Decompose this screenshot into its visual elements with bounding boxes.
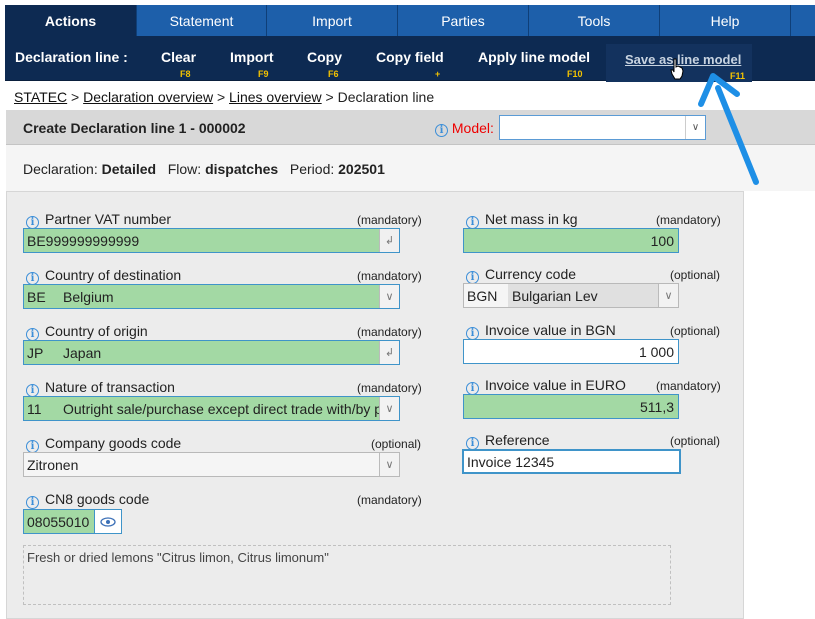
- form-header: Create Declaration line 1 - 000002 i Mod…: [6, 110, 815, 145]
- partner-vat-field[interactable]: BE999999999999 ↲: [23, 228, 400, 253]
- clear-button[interactable]: Clear: [161, 49, 197, 65]
- breadcrumb: STATEC > Declaration overview > Lines ov…: [14, 89, 434, 105]
- model-select[interactable]: ∨: [499, 115, 706, 140]
- declaration-value: Detailed: [101, 161, 157, 177]
- chevron-down-icon[interactable]: ∨: [379, 453, 399, 476]
- clear-shortcut: F8: [180, 69, 191, 79]
- reference-optional: (optional): [670, 434, 721, 448]
- goods-description: Fresh or dried lemons "Citrus limon, Cit…: [23, 545, 671, 605]
- lookup-icon[interactable]: ↲: [379, 341, 399, 364]
- menu-import[interactable]: Import: [267, 5, 398, 36]
- breadcrumb-statec[interactable]: STATEC: [14, 89, 68, 105]
- info-icon[interactable]: i: [26, 496, 39, 509]
- chevron-down-icon[interactable]: ∨: [685, 116, 705, 139]
- save-as-line-model-button[interactable]: Save as line model: [625, 52, 742, 67]
- save-as-line-model-shortcut: F11: [730, 71, 746, 81]
- model-label: i Model:: [435, 120, 494, 137]
- country-destination-select[interactable]: BE Belgium ∨: [23, 284, 400, 309]
- copy-button[interactable]: Copy: [307, 49, 342, 65]
- country-destination-required: (mandatory): [357, 269, 422, 283]
- cn8-label: i CN8 goods code: [26, 491, 149, 509]
- copy-field-shortcut: +: [435, 69, 441, 79]
- country-origin-required: (mandatory): [357, 325, 422, 339]
- reference-input[interactable]: Invoice 12345: [462, 449, 681, 474]
- cn8-input[interactable]: 08055010: [23, 509, 95, 534]
- info-icon[interactable]: i: [435, 124, 448, 137]
- company-goods-optional: (optional): [371, 437, 422, 451]
- toolbar-section-label: Declaration line :: [15, 49, 128, 65]
- copy-shortcut: F6: [328, 69, 339, 79]
- flow-value: dispatches: [205, 161, 279, 177]
- menu-help[interactable]: Help: [660, 5, 791, 36]
- menubar: Actions Statement Import Parties Tools H…: [5, 5, 815, 36]
- breadcrumb-declaration-overview[interactable]: Declaration overview: [83, 89, 214, 105]
- breadcrumb-lines-overview[interactable]: Lines overview: [229, 89, 322, 105]
- hand-cursor-icon: [670, 58, 684, 85]
- period-value: 202501: [338, 161, 385, 177]
- page-title: Create Declaration line 1 - 000002: [23, 120, 246, 136]
- chevron-down-icon[interactable]: ∨: [658, 284, 678, 307]
- invoice-bgn-optional: (optional): [670, 324, 721, 338]
- net-mass-required: (mandatory): [656, 213, 721, 227]
- menu-actions[interactable]: Actions: [5, 5, 137, 36]
- nature-transaction-select[interactable]: 11 Outright sale/purchase except direct …: [23, 396, 400, 421]
- partner-vat-required: (mandatory): [357, 213, 422, 227]
- apply-line-model-button[interactable]: Apply line model: [478, 49, 591, 65]
- flow-label: Flow:: [167, 161, 202, 177]
- menu-parties[interactable]: Parties: [398, 5, 529, 36]
- declaration-label: Declaration:: [23, 161, 98, 177]
- eye-icon[interactable]: [94, 509, 122, 534]
- currency-optional: (optional): [670, 268, 721, 282]
- invoice-bgn-input[interactable]: 1 000: [463, 339, 679, 364]
- country-origin-field[interactable]: JP Japan ↲: [23, 340, 400, 365]
- copy-field-button[interactable]: Copy field: [376, 49, 444, 65]
- company-goods-select[interactable]: Zitronen ∨: [23, 452, 400, 477]
- nature-transaction-required: (mandatory): [357, 381, 422, 395]
- apply-line-model-shortcut: F10: [567, 69, 583, 79]
- period-label: Period:: [289, 161, 335, 177]
- lookup-icon[interactable]: ↲: [379, 229, 399, 252]
- breadcrumb-separator: >: [325, 89, 334, 105]
- breadcrumb-separator: >: [216, 89, 226, 105]
- country-origin-label: i Country of origin: [26, 323, 148, 341]
- breadcrumb-current: Declaration line: [337, 89, 435, 105]
- currency-select[interactable]: BGN Bulgarian Lev ∨: [463, 283, 679, 308]
- invoice-euro-input[interactable]: 511,3: [463, 394, 679, 419]
- import-shortcut: F9: [258, 69, 269, 79]
- menu-tools[interactable]: Tools: [529, 5, 660, 36]
- chevron-down-icon[interactable]: ∨: [379, 285, 399, 308]
- net-mass-input[interactable]: 100: [463, 228, 679, 253]
- declaration-summary: Declaration: Detailed Flow: dispatches P…: [6, 145, 815, 191]
- invoice-euro-required: (mandatory): [656, 379, 721, 393]
- cn8-required: (mandatory): [357, 493, 422, 507]
- import-button[interactable]: Import: [230, 49, 274, 65]
- chevron-down-icon[interactable]: ∨: [379, 397, 399, 420]
- menu-statement[interactable]: Statement: [137, 5, 267, 36]
- breadcrumb-separator: >: [71, 89, 80, 105]
